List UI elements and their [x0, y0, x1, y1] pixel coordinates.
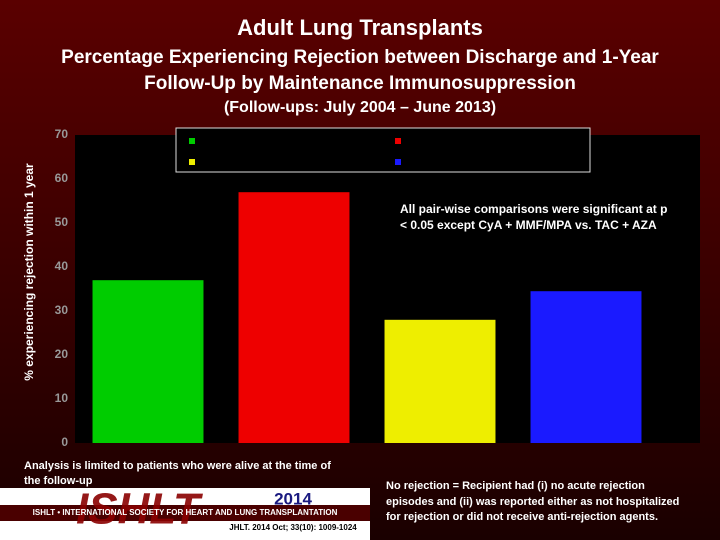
y-tick-label: 50 — [55, 215, 69, 229]
y-tick-label: 70 — [55, 127, 69, 141]
footnote: No rejection = Recipient had (i) no acut… — [386, 480, 645, 492]
y-tick-label: 30 — [55, 303, 69, 317]
legend-swatch — [395, 159, 401, 165]
logo: ISHLT — [76, 485, 203, 534]
bar — [92, 280, 204, 443]
logo-strip — [0, 505, 370, 521]
annotation: < 0.05 except CyA + MMF/MPA vs. TAC + AZ… — [400, 218, 657, 232]
bar — [238, 192, 350, 443]
bar — [530, 291, 642, 443]
y-axis-label: % experiencing rejection within 1 year — [22, 163, 36, 381]
bar — [384, 319, 496, 443]
y-tick-label: 0 — [61, 435, 68, 449]
legend-swatch — [395, 138, 401, 144]
y-tick-label: 40 — [55, 259, 69, 273]
society: ISHLT • INTERNATIONAL SOCIETY FOR HEART … — [33, 508, 338, 517]
annotation: All pair-wise comparisons were significa… — [400, 202, 667, 216]
y-tick-label: 20 — [55, 347, 69, 361]
year: 2014 — [274, 489, 312, 508]
y-tick-label: 60 — [55, 171, 69, 185]
citation: JHLT. 2014 Oct; 33(10): 1009-1024 — [229, 523, 357, 532]
chart-title: Adult Lung Transplants — [237, 15, 483, 40]
footnote: Analysis is limited to patients who were… — [24, 460, 331, 472]
period: (Follow-ups: July 2004 – June 2013) — [224, 99, 496, 116]
legend-box — [175, 127, 591, 173]
legend-swatch — [189, 138, 195, 144]
subtitle: Percentage Experiencing Rejection betwee… — [61, 47, 659, 68]
y-tick-label: 10 — [55, 391, 69, 405]
footnote: for rejection or did not receive anti-re… — [386, 511, 658, 523]
subtitle: Follow-Up by Maintenance Immunosuppressi… — [144, 73, 576, 94]
legend-swatch — [189, 159, 195, 165]
footnote: episodes and (ii) was reported either as… — [386, 496, 679, 508]
footnote: the follow-up — [24, 475, 93, 487]
